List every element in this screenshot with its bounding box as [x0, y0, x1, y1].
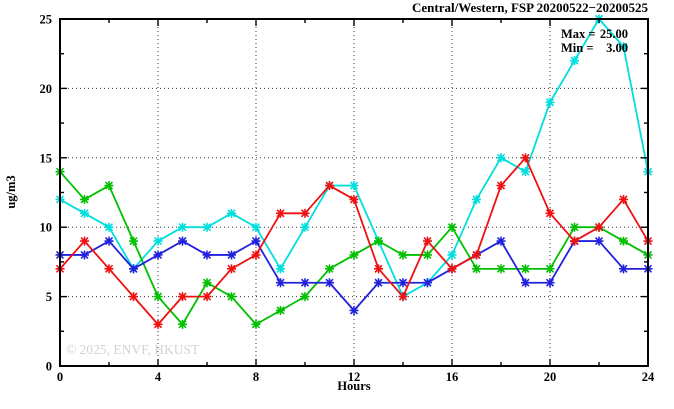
x-tick-label: 8 — [253, 370, 259, 384]
min-stat-label: Min = — [561, 41, 593, 55]
y-axis-title: ug/m3 — [4, 175, 18, 208]
x-axis-title: Hours — [337, 379, 370, 393]
x-tick-label: 0 — [57, 370, 63, 384]
y-tick-label: 5 — [46, 290, 52, 304]
min-stat-value: 3.00 — [606, 41, 628, 55]
y-tick-label: 20 — [40, 82, 53, 96]
y-tick-label: 10 — [40, 221, 53, 235]
watermark: © 2025, ENVF, HKUST — [66, 342, 200, 357]
y-tick-label: 25 — [40, 13, 53, 27]
x-tick-label: 24 — [642, 370, 655, 384]
axis-layer: 0 5 10 15 20 25 0 4 8 12 16 20 24 — [40, 13, 656, 385]
chart-title: Central/Western, FSP 20200522−20200525 — [412, 0, 648, 15]
green-series-line — [59, 171, 649, 326]
x-tick-label: 20 — [544, 370, 557, 384]
x-tick-label: 16 — [446, 370, 459, 384]
max-stat-label: Max = — [561, 27, 596, 41]
x-tick-label: 4 — [155, 370, 162, 384]
y-tick-label: 0 — [46, 360, 52, 374]
max-stat-value: 25.00 — [600, 27, 628, 41]
y-tick-label: 15 — [40, 151, 53, 165]
x-tick-label: 12 — [348, 370, 361, 384]
